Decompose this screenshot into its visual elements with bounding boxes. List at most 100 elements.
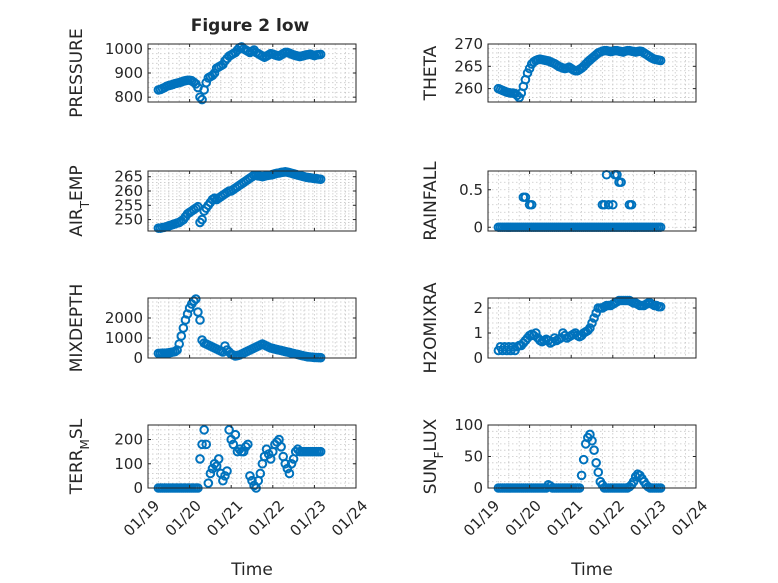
x-axis-label: Time: [230, 560, 273, 580]
data-point: [245, 471, 255, 481]
data-point: [247, 475, 257, 486]
y-axis-label-subscript: M: [78, 439, 92, 449]
data-point: [284, 468, 295, 479]
data-point: [191, 294, 201, 304]
y-tick-label: 2000: [105, 309, 143, 327]
data-point: [197, 439, 207, 450]
data-point: [520, 192, 531, 203]
data-point: [205, 468, 216, 479]
axes-frame: [147, 297, 357, 359]
y-tick-label: 100: [114, 455, 143, 473]
x-tick-label: 01/22: [585, 497, 628, 540]
data-point: [199, 425, 209, 435]
y-axis-label: TERRMSL: [67, 418, 92, 495]
data-point: [591, 458, 601, 468]
y-tick-label: 0: [473, 479, 483, 497]
y-axis-label: PRESSURE: [67, 28, 87, 117]
y-tick-label: 1000: [105, 329, 143, 347]
y-tick-label: 100: [454, 416, 483, 434]
y-tick-label: 270: [454, 35, 483, 53]
x-tick-label: 01/20: [162, 497, 205, 540]
data-point: [280, 458, 291, 469]
data-point: [230, 429, 241, 440]
y-axis-label: H2OMIXRA: [421, 282, 441, 373]
data-point: [526, 199, 537, 210]
y-axis-label-rest: LUX: [421, 418, 441, 451]
axes-frame: [487, 43, 697, 103]
series-markers: [493, 45, 666, 103]
y-tick-label: 0.5: [459, 181, 483, 199]
data-point: [238, 446, 249, 457]
y-tick-label: 265: [454, 57, 483, 75]
x-tick-label: 01/24: [328, 497, 371, 540]
axes-frame: [147, 424, 357, 489]
data-point: [589, 445, 599, 456]
y-tick-label: 1000: [105, 40, 143, 58]
x-tick-label: 01/23: [626, 497, 669, 540]
data-point: [315, 174, 326, 185]
y-tick-label: 260: [114, 182, 143, 200]
y-tick-label: 0: [473, 349, 483, 367]
x-tick-label: 01/19: [120, 497, 163, 540]
x-tick-label: 01/19: [460, 497, 503, 540]
data-point: [218, 475, 228, 486]
y-tick-label: 250: [114, 211, 143, 229]
data-point: [315, 49, 326, 60]
y-tick-label: 900: [114, 64, 143, 82]
subplot-3: 0 0.5 RAINFALL: [421, 161, 697, 241]
data-point: [224, 425, 234, 435]
data-point: [197, 214, 207, 225]
x-tick-label: 01/21: [543, 497, 586, 540]
data-point: [608, 199, 618, 210]
x-tick-label: 01/22: [245, 497, 288, 540]
axes-frame: [147, 170, 357, 232]
data-point: [585, 323, 595, 333]
y-tick-label: 800: [114, 88, 143, 106]
data-point: [587, 318, 597, 328]
data-point: [531, 328, 541, 338]
subplot-5: 0 1 2 H2OMIXRA: [421, 282, 697, 374]
y-tick-label: 0: [133, 479, 143, 497]
figure-title: Figure 2 low: [191, 16, 310, 36]
data-point: [655, 55, 666, 66]
subplot-0: 800 900 1000 PRESSURE: [67, 28, 357, 118]
data-point: [626, 199, 637, 210]
series-markers: [493, 295, 666, 356]
data-point: [578, 454, 589, 465]
data-point: [603, 199, 614, 210]
series-markers: [153, 42, 326, 105]
axes-frame: [487, 297, 697, 359]
subplot-4: 0 1000 2000 MIXDEPTH: [67, 284, 357, 373]
y-tick-label: 2: [473, 299, 483, 317]
data-point: [628, 476, 639, 487]
data-point: [587, 435, 597, 446]
data-point: [255, 468, 266, 479]
data-point: [576, 470, 587, 481]
y-tick-label: 0: [133, 349, 143, 367]
y-tick-label: 265: [114, 168, 143, 186]
data-point: [201, 439, 212, 450]
data-point: [197, 94, 207, 105]
y-axis-label-subscript: F: [432, 451, 446, 458]
y-axis-label: SUNFLUX: [421, 418, 446, 494]
data-point: [286, 458, 297, 469]
x-tick-label: 01/21: [203, 497, 246, 540]
data-point: [243, 439, 253, 450]
series-markers: [153, 167, 326, 233]
data-point: [315, 446, 326, 457]
y-axis-label-rest: EMP: [67, 165, 87, 201]
y-axis-label: RAINFALL: [421, 161, 441, 241]
data-point: [655, 301, 666, 312]
x-tick-label: 01/24: [668, 497, 711, 540]
data-point: [276, 442, 286, 452]
y-axis-label: MIXDEPTH: [67, 284, 87, 373]
y-axis-label-rest: SL: [67, 418, 87, 439]
x-axis-label: Time: [570, 560, 613, 580]
y-tick-label: 0: [473, 218, 483, 236]
y-axis-label: AIRTEMP: [67, 165, 92, 236]
y-axis-label: THETA: [421, 45, 441, 101]
